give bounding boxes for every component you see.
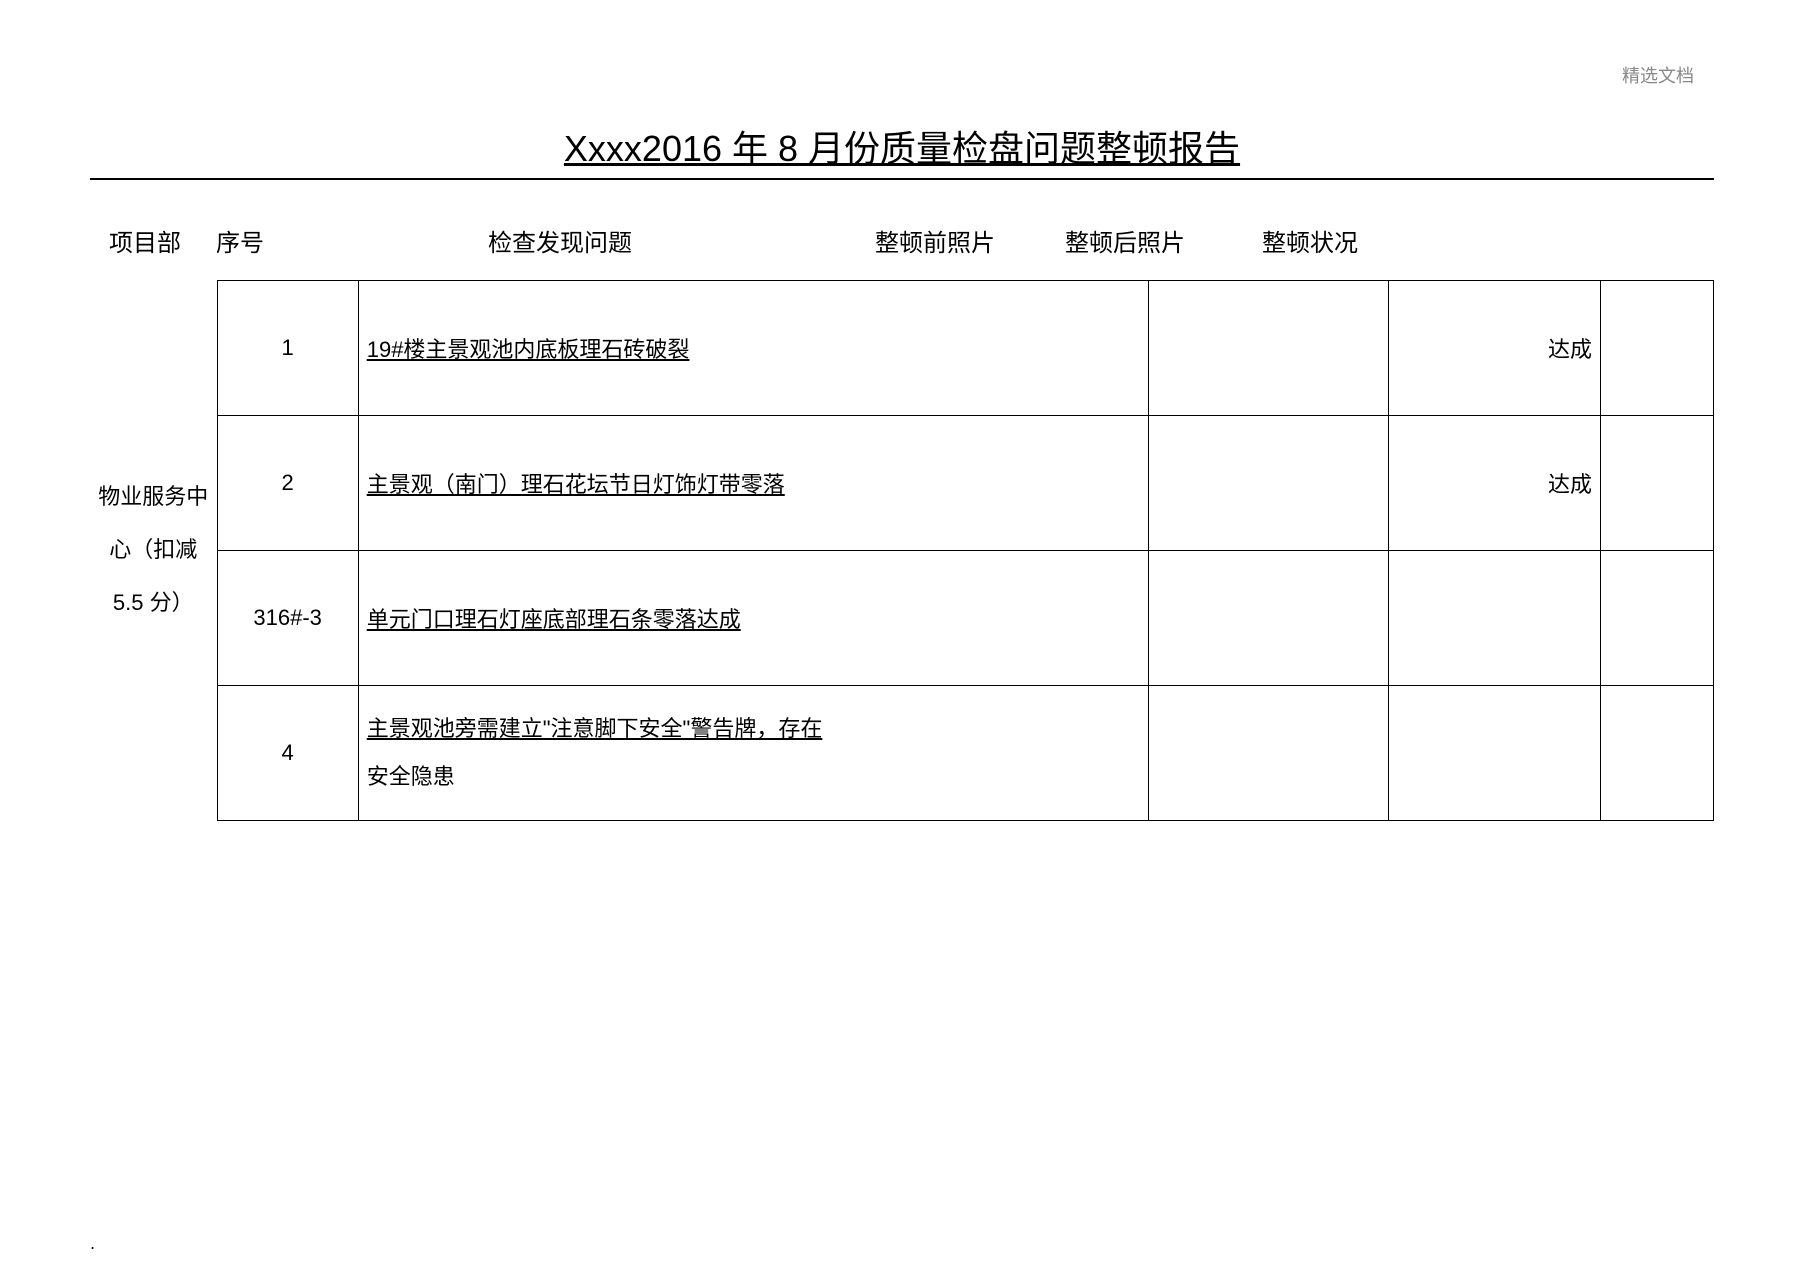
header-status: 整顿状况 [1220, 215, 1400, 266]
photo-before-cell [1149, 551, 1389, 686]
issue-cell: 单元门口理石灯座底部理石条零落达成 [358, 551, 1149, 686]
seq-cell: 1 [217, 281, 358, 416]
page-title: Xxxx2016 年 8 月份质量检盘问题整顿报告 [90, 120, 1714, 180]
extra-cell [1601, 416, 1714, 551]
issue-text: 19#楼主景观池内底板理石砖破裂 [367, 337, 690, 362]
table-row: 2 主景观（南门）理石花坛节日灯饰灯带零落 达成 [90, 416, 1714, 551]
header-photo-before: 整顿前照片 [840, 215, 1030, 266]
watermark-text: 精选文档 [1622, 62, 1694, 88]
status-cell [1389, 686, 1601, 821]
header-seq: 序号 [200, 215, 280, 266]
footer-dot: . [90, 1233, 95, 1254]
status-cell: 达成 [1389, 416, 1601, 551]
status-cell [1389, 551, 1601, 686]
dept-cell: 物业服务中心（扣减 5.5 分） [90, 281, 217, 821]
header-issue: 检查发现问题 [280, 215, 840, 266]
table-row: 物业服务中心（扣减 5.5 分） 1 19#楼主景观池内底板理石砖破裂 达成 [90, 281, 1714, 416]
issue-text: 主景观（南门）理石花坛节日灯饰灯带零落 [367, 472, 785, 497]
issue-cell: 19#楼主景观池内底板理石砖破裂 [358, 281, 1149, 416]
header-photo-after: 整顿后照片 [1030, 215, 1220, 266]
seq-cell: 4 [217, 686, 358, 821]
seq-cell: 2 [217, 416, 358, 551]
seq-cell: 316#-3 [217, 551, 358, 686]
issues-table: 物业服务中心（扣减 5.5 分） 1 19#楼主景观池内底板理石砖破裂 达成 2… [90, 280, 1714, 821]
table-header-row: 项目部 序号 检查发现问题 整顿前照片 整顿后照片 整顿状况 [90, 215, 1714, 266]
table-row: 4 主景观池旁需建立"注意脚下安全"警告牌，存在 安全隐患 [90, 686, 1714, 821]
issue-cell: 主景观池旁需建立"注意脚下安全"警告牌，存在 安全隐患 [358, 686, 1149, 821]
photo-before-cell [1149, 281, 1389, 416]
issue-text-line2: 安全隐患 [367, 764, 455, 789]
photo-before-cell [1149, 416, 1389, 551]
extra-cell [1601, 686, 1714, 821]
header-dept: 项目部 [90, 215, 200, 266]
table-row: 316#-3 单元门口理石灯座底部理石条零落达成 [90, 551, 1714, 686]
issue-text: 单元门口理石灯座底部理石条零落达成 [367, 607, 741, 632]
extra-cell [1601, 551, 1714, 686]
issue-cell: 主景观（南门）理石花坛节日灯饰灯带零落 [358, 416, 1149, 551]
seq-text: 316#-3 [253, 605, 322, 630]
status-cell: 达成 [1389, 281, 1601, 416]
extra-cell [1601, 281, 1714, 416]
table-container: 物业服务中心（扣减 5.5 分） 1 19#楼主景观池内底板理石砖破裂 达成 2… [90, 280, 1714, 821]
issue-text-line1: 主景观池旁需建立"注意脚下安全"警告牌，存在 [367, 716, 823, 741]
photo-before-cell [1149, 686, 1389, 821]
